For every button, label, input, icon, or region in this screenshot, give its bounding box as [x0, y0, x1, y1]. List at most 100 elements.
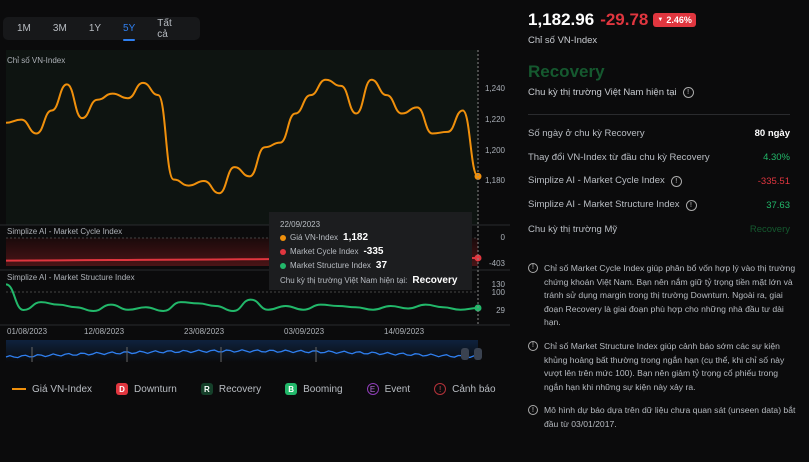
y-tick: 1,180 [484, 176, 505, 185]
stat-label: Chu kỳ thị trường Mỹ [528, 223, 618, 235]
legend-label: Downturn [134, 383, 177, 395]
info-icon[interactable]: ! [682, 87, 694, 98]
summary-panel: 1,182.96 -29.78 ▼ 2.46% Chỉ số VN-Index R… [528, 10, 790, 241]
range-tabs: 1M 3M 1Y 5Y Tất cả [3, 17, 200, 41]
stat-label: Simplize AI - Market Cycle Index [528, 175, 665, 186]
stat-label: Simplize AI - Market Structure Index [528, 199, 680, 210]
structure-panel-title: Simplize AI - Market Structure Index [7, 273, 135, 282]
cycle-panel-title: Simplize AI - Market Cycle Index [7, 227, 123, 236]
y-tick: 1,220 [484, 115, 505, 124]
note-text: Mô hình dự báo dựa trên dữ liệu chưa qua… [544, 405, 796, 429]
stat-value: 4.30% [763, 151, 790, 163]
warning-badge-icon: ! [434, 383, 447, 395]
x-tick: 14/09/2023 [384, 327, 425, 336]
x-tick: 12/08/2023 [84, 327, 125, 336]
tooltip-cycle-label: Market Cycle Index [290, 247, 359, 256]
info-icon[interactable]: ! [670, 176, 682, 187]
tooltip-cycle-value: -335 [363, 246, 384, 257]
y-tick: 100 [491, 288, 505, 297]
legend-event[interactable]: E Event [366, 383, 411, 395]
cycle-dot-icon [280, 248, 286, 255]
legend-label: Booming [303, 383, 343, 395]
legend-label: Giá VN-Index [32, 383, 93, 395]
navigator-line [5, 349, 479, 359]
current-phase: Recovery [528, 62, 605, 81]
tooltip-price-label: Giá VN-Index [290, 233, 339, 242]
stat-row: Chu kỳ thị trường Mỹ Recovery [528, 217, 790, 241]
navigator-handle[interactable] [461, 348, 469, 360]
structure-line [5, 283, 479, 313]
price-panel-bg [6, 50, 478, 225]
line-icon [12, 388, 26, 390]
stat-value: 37.63 [766, 199, 790, 211]
price-dot-icon [280, 234, 286, 241]
chart-area[interactable] [0, 0, 520, 380]
tooltip-date: 22/09/2023 [280, 220, 321, 229]
chart-tooltip: 22/09/2023 Giá VN-Index 1,182 Market Cycl… [269, 212, 472, 290]
index-price: 1,182.96 [528, 10, 595, 29]
down-arrow-icon: ▼ [657, 17, 664, 23]
y-tick: 29 [496, 306, 505, 315]
note-text: Chỉ số Market Structure Index giúp cảnh … [544, 340, 785, 392]
stat-value: -335.51 [757, 175, 790, 187]
tooltip-cycle-phase: Recovery [412, 275, 458, 286]
legend-price[interactable]: Giá VN-Index [12, 384, 92, 395]
event-badge-icon: E [366, 383, 379, 395]
tab-all[interactable]: Tất cả [157, 17, 172, 40]
booming-badge-icon: B [285, 383, 298, 395]
tooltip-price-value: 1,182 [343, 232, 369, 243]
legend-recovery[interactable]: R Recovery [200, 383, 262, 395]
phase-label: Chu kỳ thị trường Việt Nam hiện tại [528, 87, 677, 98]
legend-booming[interactable]: B Booming [285, 383, 343, 395]
cycle-line-last-point [474, 254, 482, 262]
price-line-last-point [474, 172, 482, 180]
info-icon: ! [528, 405, 538, 416]
stat-label: Số ngày ở chu kỳ Recovery [528, 127, 645, 139]
divider [528, 114, 790, 115]
index-change: -29.78 [600, 10, 649, 29]
info-icon[interactable]: ! [685, 200, 697, 211]
index-change-pct: 2.46% [666, 15, 692, 25]
structure-dot-icon [280, 262, 286, 269]
stat-value: Recovery [749, 223, 790, 235]
y-tick: 1,240 [484, 84, 505, 93]
legend-downturn[interactable]: D Downturn [116, 383, 177, 395]
legend: Giá VN-Index D Downturn R Recovery B Boomin… [12, 383, 520, 395]
navigator-handle[interactable] [474, 348, 482, 360]
tab-1y[interactable]: 1Y [88, 23, 102, 34]
stat-row: Thay đổi VN-Index từ đầu chu kỳ Recovery… [528, 145, 790, 169]
notes: ! Chỉ số Market Cycle Index giúp phân bổ … [528, 262, 798, 442]
tab-5y[interactable]: 5Y [123, 23, 136, 41]
x-tick: 03/09/2023 [284, 327, 325, 336]
tab-1m[interactable]: 1M [17, 23, 31, 34]
y-tick: -403 [488, 259, 505, 268]
legend-label: Cảnh báo [452, 383, 496, 395]
downturn-badge-icon: D [116, 383, 129, 395]
index-name: Chỉ số VN-Index [528, 35, 598, 46]
stat-row: Simplize AI - Market Cycle Index! -335.51 [528, 169, 790, 193]
legend-label: Recovery [218, 383, 262, 395]
legend-warning[interactable]: ! Cảnh báo [434, 383, 496, 395]
x-tick: 23/08/2023 [184, 327, 225, 336]
price-panel-title: Chỉ số VN-Index [7, 56, 66, 65]
stat-row: Số ngày ở chu kỳ Recovery 80 ngày [528, 121, 790, 145]
y-tick: 0 [500, 233, 505, 242]
stat-row: Simplize AI - Market Structure Index! 37.… [528, 193, 790, 217]
tab-3m[interactable]: 3M [52, 23, 67, 34]
info-icon: ! [528, 340, 538, 351]
y-tick: 130 [491, 280, 505, 289]
navigator-bg[interactable] [6, 340, 478, 362]
navigator[interactable] [5, 347, 482, 362]
price-line [5, 78, 479, 195]
recovery-badge-icon: R [200, 383, 213, 395]
y-tick: 1,200 [484, 146, 505, 155]
tooltip-structure-label: Market Structure Index [290, 261, 371, 270]
info-icon: ! [528, 263, 538, 273]
tooltip-cycle-text: Chu kỳ thị trường Việt Nam hiện tại: [280, 276, 408, 285]
note-text: Chỉ số Market Cycle Index giúp phân bổ v… [544, 263, 796, 328]
legend-label: Event [384, 383, 411, 395]
stat-label: Thay đổi VN-Index từ đầu chu kỳ Recovery [528, 151, 710, 163]
tooltip-structure-value: 37 [375, 260, 388, 271]
stat-value: 80 ngày [754, 127, 790, 139]
x-tick: 01/08/2023 [7, 327, 48, 336]
